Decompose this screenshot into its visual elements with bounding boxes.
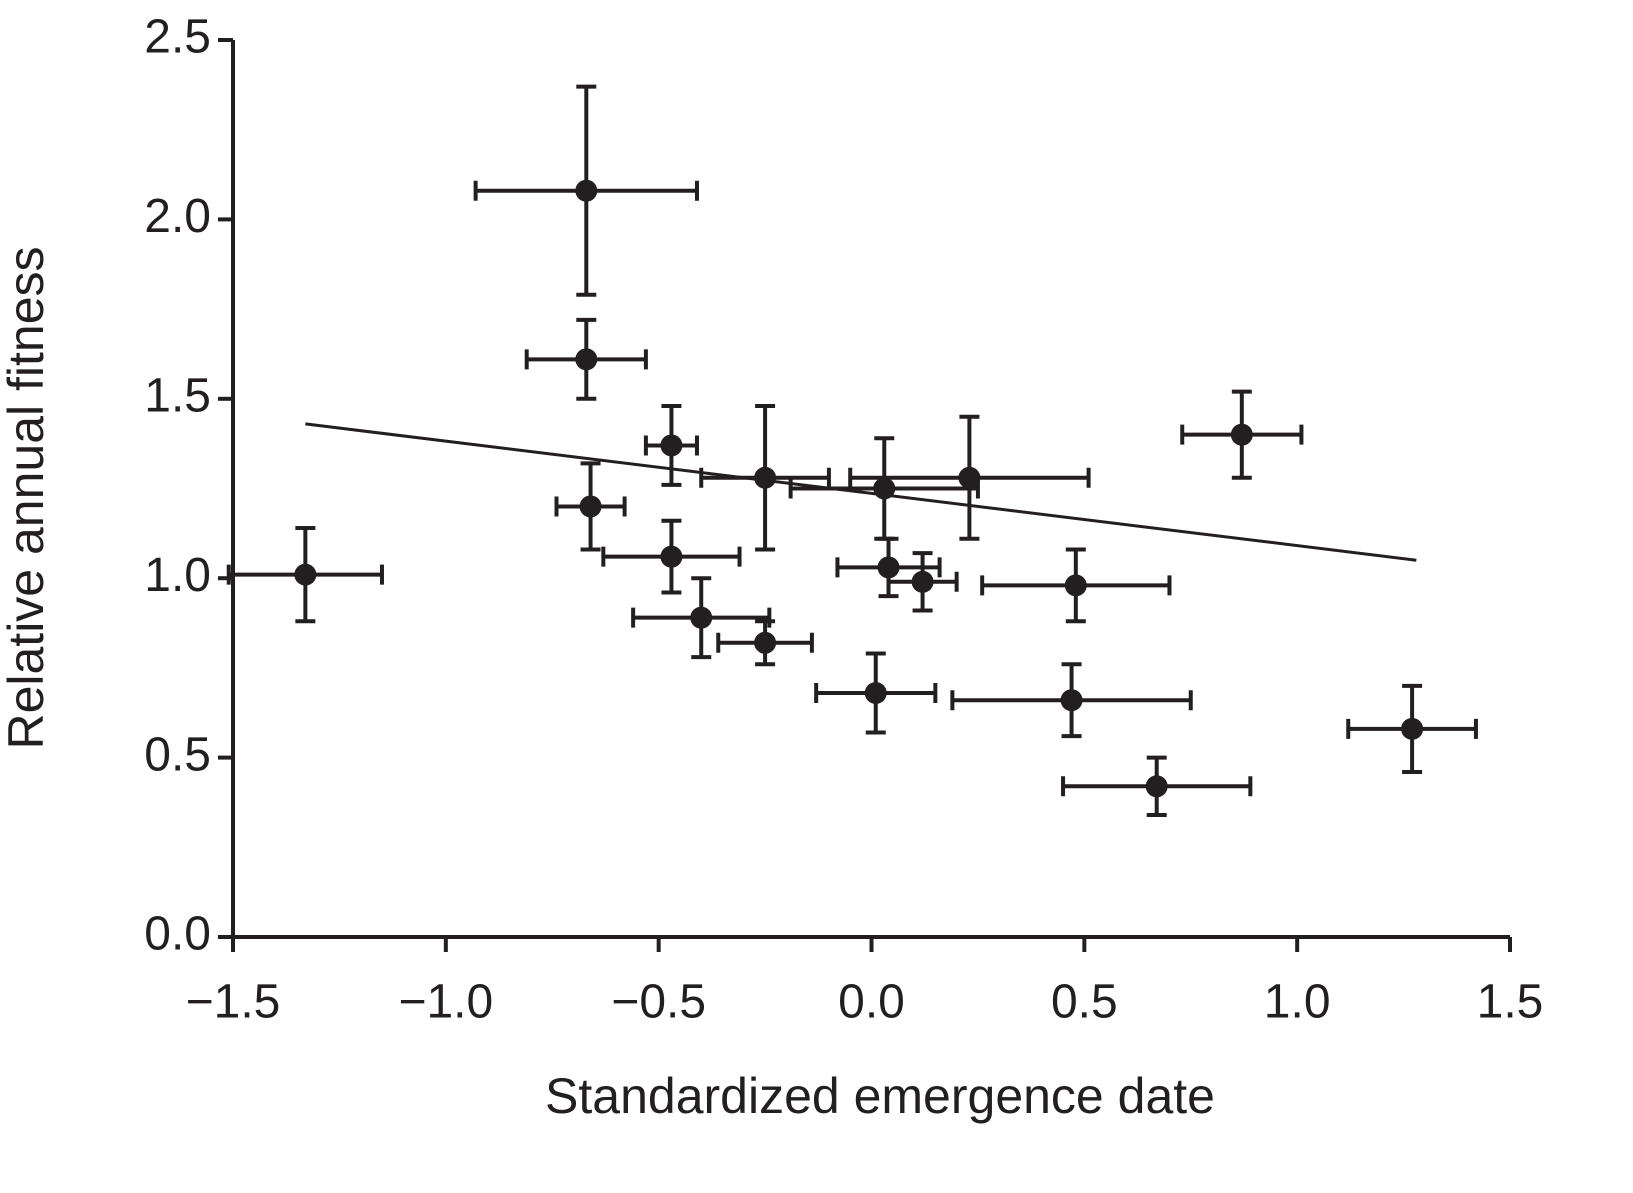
x-axis-label: Standardized emergence date	[545, 1068, 1215, 1124]
point	[575, 348, 598, 371]
point	[754, 631, 777, 654]
point	[754, 466, 777, 489]
point	[660, 545, 683, 568]
point	[958, 466, 981, 489]
point	[690, 606, 713, 629]
y-tick-label: 2.0	[144, 190, 211, 243]
x-tick-label: 1.5	[1477, 976, 1544, 1029]
point	[1401, 717, 1424, 740]
y-tick-label: 1.0	[144, 549, 211, 602]
x-tick-label: −0.5	[611, 976, 706, 1029]
point	[877, 556, 900, 579]
point	[1145, 775, 1168, 798]
x-tick-label: 1.0	[1264, 976, 1331, 1029]
y-tick-label: 2.5	[144, 11, 211, 64]
fit-line	[305, 422, 1417, 562]
y-tick-label: 0.5	[144, 728, 211, 781]
point	[1230, 423, 1253, 446]
x-tick-label: −1.0	[398, 976, 493, 1029]
x-tick-label: 0.5	[1051, 976, 1118, 1029]
y-tick-label: 1.5	[144, 369, 211, 422]
y-tick-label: 0.0	[144, 908, 211, 961]
point	[873, 477, 896, 500]
point	[864, 682, 887, 705]
point	[294, 563, 317, 586]
x-tick-label: 0.0	[838, 976, 905, 1029]
point	[575, 179, 598, 202]
point	[1064, 574, 1087, 597]
x-tick-label: −1.5	[186, 976, 281, 1029]
y-axis-label: Relative annual fitness	[0, 246, 54, 749]
point	[579, 495, 602, 518]
point	[1060, 689, 1083, 712]
point	[911, 570, 934, 593]
point	[660, 434, 683, 457]
